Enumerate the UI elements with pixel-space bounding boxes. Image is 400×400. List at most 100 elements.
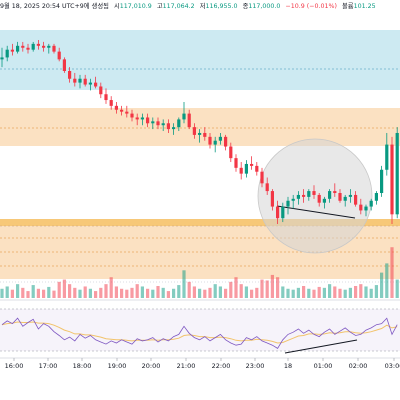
time-tick-label: 18 [283, 362, 293, 370]
candle-body [47, 45, 51, 48]
volume-bar [348, 287, 352, 298]
volume-bar [276, 277, 280, 298]
chart-header: 9월 18, 2025 20:54 UTC+9에 생성됨 시117,010.9 … [0, 0, 379, 14]
volume-bar [286, 288, 290, 298]
volume-bar [265, 280, 269, 298]
candle-body [151, 121, 155, 124]
oscillator-band [0, 309, 400, 351]
volume-bar [343, 289, 347, 298]
volume-bar [302, 286, 306, 298]
time-tick-label: 19:00 [107, 362, 127, 370]
volume-bar [57, 281, 61, 298]
volume-bar [161, 287, 165, 298]
candle-body [203, 132, 207, 137]
candle-body [156, 121, 160, 126]
candle-body [229, 146, 233, 159]
candle-body [78, 78, 82, 83]
open-label: 시 [113, 3, 120, 10]
volume-label: 볼륨 [341, 3, 354, 10]
candle-body [0, 57, 4, 60]
volume-bar [333, 286, 337, 298]
candle-body [224, 136, 228, 147]
candle-body [302, 194, 306, 197]
zones-layer [0, 30, 400, 279]
low-legend: 저116,955.0 [200, 3, 238, 10]
candle-body [166, 123, 170, 130]
volume-bar [291, 289, 295, 298]
candle-body [99, 86, 103, 95]
volume-bar [213, 284, 217, 298]
candle-body [250, 163, 254, 166]
open-value: 117,010.9 [119, 3, 152, 10]
volume-bar [146, 288, 150, 298]
volume-bar [156, 286, 160, 298]
volume-bar [364, 286, 368, 298]
volume-bar [281, 286, 285, 298]
time-tick-label: 16:00 [4, 362, 24, 370]
candle-body [52, 45, 56, 52]
cyan-supply-zone [0, 30, 400, 90]
candle-body [26, 47, 30, 50]
volume-bar [52, 290, 56, 298]
volume-bar [354, 286, 358, 298]
candle-body [328, 191, 332, 199]
volume-bar [10, 289, 14, 298]
time-tick-label: 17:00 [38, 362, 58, 370]
volume-bar [338, 288, 342, 298]
candle-body [255, 165, 259, 172]
candle-body [276, 206, 280, 219]
candle-body [348, 194, 352, 197]
candle-body [380, 169, 384, 194]
time-grid [13, 358, 395, 361]
candle-body [182, 113, 186, 120]
volume-bar [0, 288, 4, 298]
volume-bar [369, 288, 373, 298]
candle-body [281, 206, 285, 219]
volume-legend: 볼륨101.25 [342, 3, 376, 10]
volume-bar [239, 284, 243, 298]
volume-bar [83, 286, 87, 298]
open-legend: 시117,010.9 [114, 3, 152, 10]
volume-bar [21, 287, 25, 298]
volume-bar [36, 288, 40, 298]
candle-body [114, 105, 118, 110]
volume-bar [114, 286, 118, 298]
candle-body [296, 194, 300, 199]
volume-bar [380, 272, 384, 298]
candle-body [343, 196, 347, 201]
time-tick-label: 23:00 [245, 362, 265, 370]
highlight-circle [257, 138, 373, 254]
volume-bar [73, 287, 77, 298]
candle-body [333, 191, 337, 194]
candle-body [36, 43, 40, 46]
time-tick-label: 20:00 [141, 362, 161, 370]
candle-body [31, 43, 35, 50]
candle-body [130, 113, 134, 118]
close-value: 117,000.0 [248, 3, 281, 10]
volume-layer [0, 247, 399, 298]
candle-body [338, 193, 342, 201]
volume-bar [88, 288, 92, 298]
volume-bar [307, 288, 311, 298]
candle-body [62, 59, 66, 71]
candle-body [270, 191, 274, 207]
time-tick-label: 22:00 [211, 362, 231, 370]
candle-body [369, 200, 373, 207]
candle-body [109, 100, 113, 106]
volume-bar [31, 285, 35, 298]
candle-body [177, 119, 181, 128]
time-tick-label: 03:00 [384, 362, 400, 370]
volume-bar [42, 289, 46, 298]
volume-bar [395, 279, 399, 298]
low-label: 저 [199, 3, 206, 10]
volume-bar [94, 291, 98, 298]
candle-body [161, 123, 165, 126]
high-value: 117,064.2 [162, 3, 195, 10]
volume-bar [229, 281, 233, 298]
candle-body [104, 94, 108, 101]
volume-bar [68, 284, 72, 298]
candle-body [172, 127, 176, 130]
volume-bar [130, 287, 134, 298]
candle-body [395, 132, 399, 215]
